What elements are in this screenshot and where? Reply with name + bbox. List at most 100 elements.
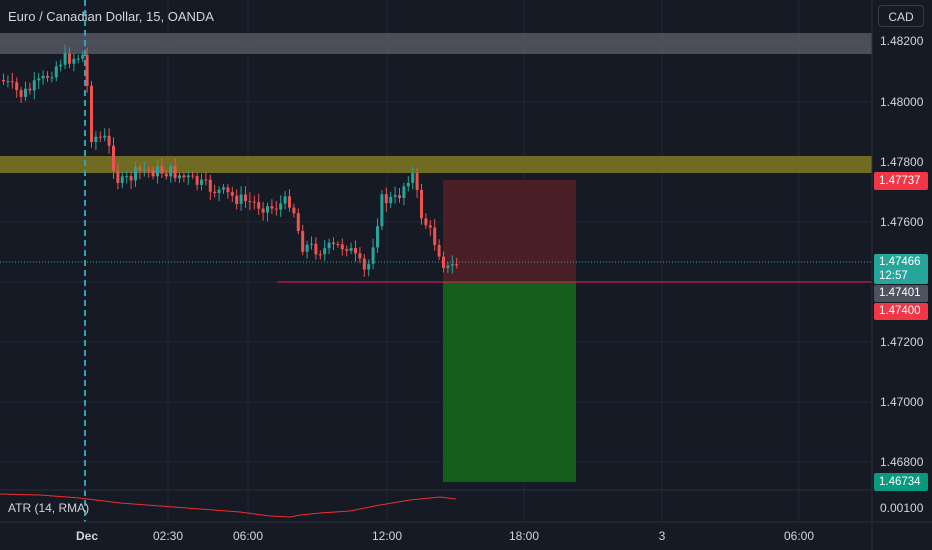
candle-body	[248, 201, 252, 203]
candle-body	[19, 90, 23, 97]
candle-body	[50, 77, 54, 79]
candle-body	[437, 244, 441, 257]
candle-body	[318, 254, 322, 256]
entry-price-tag: 1.47400	[874, 303, 928, 320]
candle-body	[191, 175, 195, 177]
candle-body	[296, 213, 300, 231]
price-tick: 1.47800	[880, 155, 924, 169]
candle-body	[116, 170, 120, 183]
candle-body	[292, 207, 296, 214]
grid	[0, 0, 872, 522]
candle-body	[129, 176, 133, 181]
candle-body	[125, 176, 129, 178]
candle-body	[345, 249, 349, 251]
candle-body	[393, 195, 397, 197]
candle-body	[68, 53, 71, 64]
candle-body	[222, 187, 225, 190]
symbol-title[interactable]: Euro / Canadian Dollar, 15, OANDA	[8, 9, 214, 24]
candle-body	[283, 196, 287, 204]
take-profit-price-tag: 1.46734	[874, 473, 928, 491]
bar-countdown: 12:57	[879, 270, 908, 282]
candle-body	[94, 136, 98, 142]
candle-body	[76, 58, 80, 60]
atr-axis-value: 0.00100	[880, 501, 924, 515]
candle-body	[2, 80, 5, 82]
candle-body	[398, 195, 401, 199]
candle-body	[138, 167, 142, 171]
candle-body	[182, 175, 186, 178]
candle-body	[72, 58, 76, 64]
candle-body	[142, 169, 146, 171]
candle-body	[252, 201, 256, 203]
candle-body	[54, 66, 58, 78]
candle-body	[376, 226, 379, 248]
candle-body	[178, 175, 181, 179]
candle-body	[107, 135, 111, 146]
time-axis[interactable]: Dec 02:30 06:00 12:00 18:00 3 06:00	[76, 529, 814, 543]
candle-body	[384, 194, 388, 204]
candle-body	[81, 54, 85, 59]
candle-body	[411, 173, 415, 183]
currency-button[interactable]: CAD	[878, 5, 924, 27]
price-tick: 1.48200	[880, 34, 924, 48]
candle-body	[340, 244, 344, 250]
price-tick: 1.47600	[880, 215, 924, 229]
candle-body	[37, 78, 41, 81]
candle-body	[288, 196, 291, 208]
candle-body	[98, 136, 102, 138]
candle-body	[230, 192, 234, 196]
time-tick: 3	[659, 529, 666, 543]
candle-body	[235, 195, 239, 204]
candle-body	[134, 167, 137, 181]
candle-body	[332, 242, 335, 245]
resistance-zone-gray[interactable]	[0, 33, 872, 54]
candle-body	[24, 88, 27, 97]
profit-zone[interactable]	[443, 282, 576, 482]
resistance-zone-olive[interactable]	[0, 156, 872, 173]
candle-body	[164, 173, 168, 177]
candle-body	[389, 196, 393, 204]
candle-body	[112, 145, 115, 171]
time-tick: 06:00	[233, 529, 263, 543]
last-price-tag: 1.47466 12:57	[874, 254, 928, 284]
entry-close-price-tag: 1.47401	[874, 285, 928, 302]
stop-loss-price-tag: 1.47737	[874, 172, 928, 190]
candle-body	[305, 244, 309, 252]
candle-body	[433, 227, 437, 245]
candle-body	[46, 75, 49, 78]
candlestick-series	[2, 44, 459, 277]
candle-body	[420, 189, 423, 219]
candle-body	[213, 191, 217, 193]
candle-body	[371, 247, 375, 264]
time-tick: 02:30	[153, 529, 183, 543]
candle-body	[380, 194, 384, 227]
time-tick: 12:00	[372, 529, 402, 543]
candle-body	[336, 244, 340, 246]
risk-zone[interactable]	[443, 180, 576, 282]
price-tick: 1.47000	[880, 395, 924, 409]
price-axis[interactable]: 1.48200 1.48000 1.47800 1.47600 1.47200 …	[880, 34, 924, 515]
atr-indicator-label[interactable]: ATR (14, RMA)	[8, 501, 90, 515]
candle-body	[217, 189, 221, 193]
candle-body	[261, 208, 265, 213]
candle-body	[151, 170, 155, 177]
candle-body	[103, 135, 107, 138]
candle-body	[28, 88, 32, 91]
candle-body	[455, 264, 459, 266]
candle-body	[173, 166, 177, 179]
candle-body	[63, 53, 67, 65]
candle-body	[327, 242, 331, 249]
candle-body	[349, 248, 353, 251]
candle-body	[402, 186, 406, 199]
candle-body	[274, 208, 278, 210]
candle-body	[226, 187, 230, 193]
time-tick: Dec	[76, 529, 98, 543]
candle-body	[85, 54, 89, 86]
time-tick: 06:00	[784, 529, 814, 543]
candle-body	[358, 253, 362, 259]
candle-body	[279, 203, 283, 210]
candle-body	[15, 82, 19, 91]
candle-body	[354, 248, 357, 254]
candle-body	[156, 166, 159, 177]
